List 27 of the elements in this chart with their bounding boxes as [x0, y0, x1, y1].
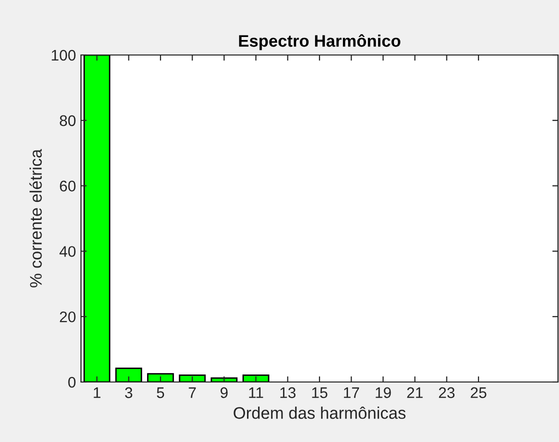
y-tick-label: 40: [60, 246, 76, 257]
y-tick-label: 20: [60, 311, 76, 322]
y-tick-label: 0: [68, 376, 76, 388]
x-tick-label: 5: [156, 387, 164, 398]
chart-title: Espectro Harmônico: [239, 34, 400, 50]
y-axis-title: % corrente elétrica: [29, 149, 42, 288]
x-tick-label: 3: [125, 387, 132, 398]
x-axis-title: Ordem das harmônicas: [234, 406, 406, 419]
bar: [115, 368, 142, 382]
bar: [147, 373, 174, 382]
y-tick-label: 60: [60, 180, 76, 192]
x-tick-label: 1: [94, 387, 100, 398]
x-tick-label: 9: [220, 387, 228, 398]
x-tick-label: 15: [312, 387, 328, 398]
x-tick-label: 11: [249, 387, 264, 398]
x-tick-label: 25: [470, 387, 486, 398]
x-tick-label: 7: [188, 387, 196, 398]
x-tick-label: 23: [438, 387, 455, 398]
bar: [242, 374, 270, 382]
bar: [178, 374, 206, 382]
x-tick-label: 21: [407, 387, 423, 398]
bar: [83, 55, 110, 382]
y-tick-label: 100: [52, 50, 76, 61]
x-tick-label: 19: [376, 387, 391, 398]
y-tick-label: 80: [60, 115, 76, 126]
x-tick-label: 17: [344, 387, 360, 398]
x-tick-label: 13: [280, 387, 296, 398]
